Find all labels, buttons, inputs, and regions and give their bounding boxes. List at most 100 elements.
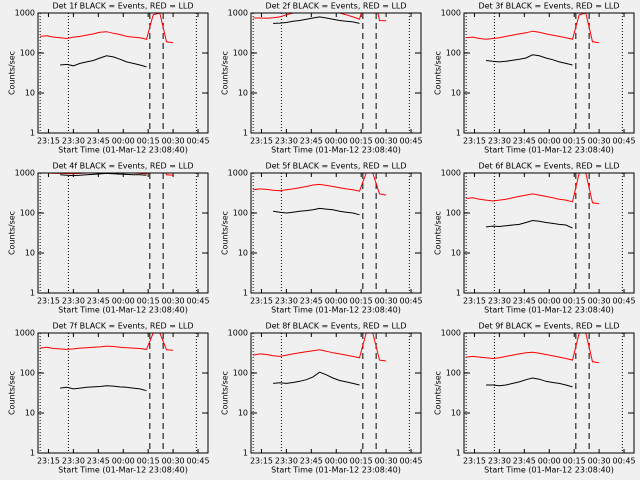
x-tick-label: 00:30 <box>588 297 611 306</box>
series-line <box>40 13 174 44</box>
x-tick-label: 00:45 <box>186 457 209 466</box>
x-tick-label: 23:15 <box>37 457 60 466</box>
y-tick-label: 1000 <box>441 9 461 18</box>
x-tick-label: 00:30 <box>162 457 185 466</box>
chart-title: Det 7f BLACK = Events, RED = LLD <box>52 322 193 331</box>
x-tick-label: 00:45 <box>612 137 635 146</box>
x-tick-label: 00:15 <box>563 457 586 466</box>
x-tick-label: 00:00 <box>112 297 135 306</box>
series-line <box>466 173 600 205</box>
panel: Det 1f BLACK = Events, RED = LLD Start Ti… <box>8 2 210 155</box>
series-line <box>466 333 600 364</box>
x-tick-label: 00:45 <box>186 137 209 146</box>
series-line <box>253 173 387 196</box>
series-line <box>486 219 573 229</box>
x-tick-label: 23:15 <box>250 137 273 146</box>
plot-area <box>40 333 174 392</box>
series-line <box>60 173 147 177</box>
x-tick-label: 00:15 <box>137 137 160 146</box>
panel: Det 4f BLACK = Events, RED = LLD Start Ti… <box>8 162 210 315</box>
plot-area <box>466 13 600 66</box>
y-tick-label: 10 <box>451 409 461 418</box>
x-tick-label: 00:00 <box>325 297 348 306</box>
y-tick-label: 100 <box>20 369 35 378</box>
x-tick-label: 00:45 <box>399 297 422 306</box>
x-tick-label: 00:15 <box>563 297 586 306</box>
y-tick-label: 1 <box>30 129 35 138</box>
x-tick-label: 00:30 <box>162 137 185 146</box>
x-tick-label: 00:30 <box>588 137 611 146</box>
chart-title: Det 8f BLACK = Events, RED = LLD <box>265 322 406 331</box>
plot-frame <box>37 12 209 134</box>
plot-area <box>40 13 174 68</box>
y-axis-label: Counts/sec <box>434 51 443 95</box>
x-tick-label: 23:15 <box>250 457 273 466</box>
plot-area <box>466 173 600 229</box>
y-tick-label: 10 <box>451 249 461 258</box>
y-tick-label: 100 <box>233 369 248 378</box>
y-tick-label: 1000 <box>15 9 35 18</box>
x-tick-label: 23:30 <box>275 297 298 306</box>
y-axis-label: Counts/sec <box>221 211 230 255</box>
y-tick-label: 100 <box>446 369 461 378</box>
chart-title: Det 6f BLACK = Events, RED = LLD <box>478 162 619 171</box>
x-axis-label: Start Time (01-Mar-12 23:08:40) <box>484 146 614 155</box>
series-line <box>253 13 387 22</box>
x-tick-label: 00:15 <box>350 457 373 466</box>
x-tick-label: 00:15 <box>350 137 373 146</box>
x-tick-label: 23:30 <box>62 297 85 306</box>
x-axis-label: Start Time (01-Mar-12 23:08:40) <box>58 146 188 155</box>
series-line <box>466 13 600 44</box>
plot-area <box>253 173 387 216</box>
x-tick-label: 23:30 <box>488 137 511 146</box>
plot-frame <box>37 332 209 454</box>
y-tick-label: 1 <box>30 289 35 298</box>
x-tick-label: 00:45 <box>399 457 422 466</box>
x-tick-label: 00:30 <box>375 457 398 466</box>
chart-title: Det 3f BLACK = Events, RED = LLD <box>478 2 619 11</box>
plot-frame <box>463 12 635 134</box>
y-tick-label: 1 <box>243 289 248 298</box>
y-tick-label: 10 <box>238 409 248 418</box>
series-line <box>273 16 360 24</box>
x-tick-label: 00:15 <box>137 457 160 466</box>
x-tick-label: 00:00 <box>325 457 348 466</box>
y-tick-label: 1 <box>456 449 461 458</box>
chart-title: Det 9f BLACK = Events, RED = LLD <box>478 322 619 331</box>
y-axis-label: Counts/sec <box>434 211 443 255</box>
plot-frame <box>463 332 635 454</box>
series-line <box>60 385 147 392</box>
y-tick-label: 100 <box>20 209 35 218</box>
panel: Det 8f BLACK = Events, RED = LLD Start Ti… <box>221 322 423 475</box>
series-line <box>60 55 147 68</box>
chart-title: Det 4f BLACK = Events, RED = LLD <box>52 162 193 171</box>
chart-title: Det 1f BLACK = Events, RED = LLD <box>52 2 193 11</box>
y-tick-label: 1 <box>456 289 461 298</box>
y-tick-label: 1000 <box>15 329 35 338</box>
y-axis-label: Counts/sec <box>221 51 230 95</box>
x-axis-label: Start Time (01-Mar-12 23:08:40) <box>271 466 401 475</box>
x-tick-label: 00:30 <box>588 457 611 466</box>
panel: Det 7f BLACK = Events, RED = LLD Start Ti… <box>8 322 210 475</box>
panel: Det 6f BLACK = Events, RED = LLD Start Ti… <box>434 162 636 315</box>
x-tick-label: 23:30 <box>488 297 511 306</box>
x-tick-label: 00:45 <box>399 137 422 146</box>
y-axis-label: Counts/sec <box>221 371 230 415</box>
x-tick-label: 23:30 <box>275 137 298 146</box>
x-tick-label: 23:45 <box>513 457 536 466</box>
x-axis-label: Start Time (01-Mar-12 23:08:40) <box>484 466 614 475</box>
chart-title: Det 5f BLACK = Events, RED = LLD <box>265 162 406 171</box>
y-tick-label: 1000 <box>15 169 35 178</box>
y-tick-label: 1000 <box>228 329 248 338</box>
panel: Det 2f BLACK = Events, RED = LLD Start Ti… <box>221 2 423 155</box>
x-tick-label: 00:30 <box>375 137 398 146</box>
series-line <box>40 333 174 351</box>
x-tick-label: 00:00 <box>112 137 135 146</box>
series-line <box>253 333 387 362</box>
x-tick-label: 23:45 <box>513 137 536 146</box>
y-tick-label: 1 <box>243 129 248 138</box>
x-tick-label: 23:30 <box>488 457 511 466</box>
x-axis-label: Start Time (01-Mar-12 23:08:40) <box>271 146 401 155</box>
y-tick-label: 10 <box>451 89 461 98</box>
